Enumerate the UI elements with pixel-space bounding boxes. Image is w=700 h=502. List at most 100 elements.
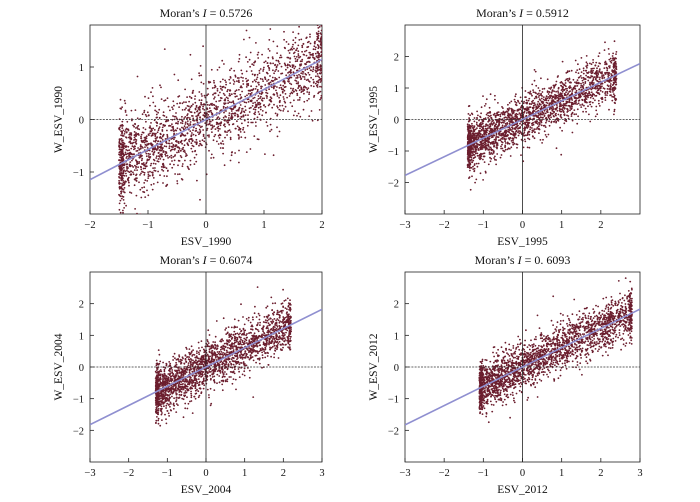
scatter-point <box>123 164 126 167</box>
scatter-point <box>211 112 214 115</box>
scatter-point <box>291 46 294 48</box>
scatter-point <box>487 117 489 119</box>
scatter-point <box>271 56 274 58</box>
scatter-point <box>166 135 169 138</box>
scatter-point <box>573 113 576 116</box>
y-tick-label: −2 <box>73 426 84 437</box>
scatter-point <box>261 91 264 94</box>
scatter-point <box>221 59 224 62</box>
scatter-point <box>163 125 166 127</box>
scatter-point <box>486 147 488 150</box>
scatter-point <box>508 120 510 122</box>
scatter-point <box>254 101 256 104</box>
scatter-point <box>488 151 491 154</box>
scatter-point <box>196 110 199 112</box>
scatter-point <box>517 117 519 120</box>
scatter-point <box>613 101 616 104</box>
scatter-point <box>470 166 473 169</box>
scatter-point <box>471 122 473 125</box>
scatter-point <box>296 94 299 96</box>
scatter-point <box>166 129 168 132</box>
scatter-point <box>263 97 265 100</box>
scatter-point <box>156 160 159 163</box>
scatter-point <box>217 127 220 130</box>
scatter-point <box>582 110 584 113</box>
scatter-point <box>122 141 125 144</box>
scatter-point <box>127 176 130 179</box>
scatter-point <box>176 151 178 154</box>
scatter-point <box>560 113 562 116</box>
scatter-point <box>159 174 161 177</box>
scatter-point <box>541 95 543 97</box>
scatter-point <box>283 81 286 84</box>
scatter-point <box>569 109 571 112</box>
scatter-point <box>299 76 302 79</box>
scatter-point <box>233 69 236 72</box>
scatter-point <box>250 99 253 102</box>
scatter-point <box>227 102 230 104</box>
scatter-point <box>501 141 504 144</box>
scatter-point <box>267 56 270 59</box>
scatter-point <box>243 111 246 113</box>
scatter-point <box>221 89 224 91</box>
scatter-point <box>199 116 202 118</box>
scatter-point <box>577 100 580 102</box>
scatter-point <box>175 139 178 142</box>
scatter-point <box>166 183 169 186</box>
scatter-point <box>189 130 192 133</box>
scatter-point <box>159 132 162 135</box>
scatter-point <box>200 101 203 104</box>
scatter-point <box>269 117 272 120</box>
scatter-point <box>155 155 158 158</box>
scatter-point <box>538 122 541 125</box>
scatter-point <box>604 61 606 64</box>
scatter-point <box>235 89 238 92</box>
scatter-point <box>488 153 491 155</box>
scatter-point <box>189 163 192 166</box>
scatter-point <box>590 75 592 77</box>
scatter-point <box>178 106 181 108</box>
scatter-point <box>290 83 293 86</box>
scatter-point <box>265 94 268 97</box>
scatter-point <box>314 52 317 55</box>
scatter-point <box>540 101 543 103</box>
scatter-point <box>488 146 491 148</box>
scatter-point <box>302 75 304 78</box>
scatter-point <box>166 97 169 100</box>
scatter-point <box>558 105 561 108</box>
scatter-point <box>320 94 322 97</box>
scatter-point <box>225 110 227 112</box>
scatter-point <box>128 149 131 152</box>
scatter-point <box>476 124 479 127</box>
scatter-point <box>149 170 151 173</box>
scatter-point <box>123 207 125 209</box>
scatter-point <box>547 96 550 98</box>
scatter-point <box>259 95 262 98</box>
scatter-point <box>146 189 148 192</box>
scatter-point <box>189 53 192 56</box>
scatter-point <box>612 70 614 73</box>
scatter-point <box>276 113 279 116</box>
scatter-point <box>244 109 247 111</box>
scatter-point <box>489 93 492 96</box>
scatter-point <box>555 80 558 83</box>
scatter-point <box>308 80 311 83</box>
scatter-point <box>489 110 491 113</box>
scatter-point <box>609 84 612 87</box>
scatter-point <box>299 75 302 77</box>
scatter-point <box>291 105 294 108</box>
scatter-point <box>163 48 166 50</box>
scatter-point <box>302 73 304 75</box>
scatter-point <box>282 96 285 98</box>
scatter-point <box>135 179 138 182</box>
scatter-point <box>501 147 504 150</box>
scatter-point <box>315 46 317 49</box>
scatter-point <box>569 85 571 87</box>
scatter-point <box>312 85 315 88</box>
scatter-point <box>593 67 595 70</box>
scatter-point <box>524 96 526 98</box>
scatter-point <box>496 136 499 138</box>
scatter-point <box>603 67 606 69</box>
scatter-point <box>198 99 201 102</box>
scatter-point <box>118 193 120 196</box>
